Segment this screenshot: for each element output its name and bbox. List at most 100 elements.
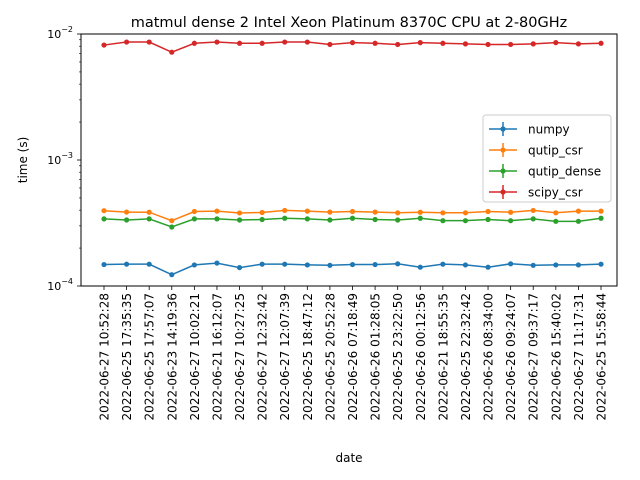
data-point-qutip_csr xyxy=(462,210,469,216)
data-point-scipy_csr xyxy=(236,40,243,46)
x-tick-label: 2022-06-27 12:07:39 xyxy=(278,293,292,420)
y-tick-label-exponent: −2 xyxy=(61,25,73,34)
data-point-qutip_csr xyxy=(169,218,175,224)
data-point-qutip_csr xyxy=(214,208,220,214)
data-point-scipy_csr xyxy=(191,40,197,46)
y-tick-label: 10−4 xyxy=(47,277,73,293)
data-point-scipy_csr xyxy=(553,40,559,46)
data-point-qutip_dense xyxy=(123,217,130,223)
x-tick-label: 2022-06-27 09:37:17 xyxy=(527,293,541,420)
data-point-scipy_csr xyxy=(372,40,378,46)
data-point-qutip_dense xyxy=(214,216,220,222)
x-tick-label: 2022-06-27 11:17:31 xyxy=(572,293,586,420)
legend-marker-qutip_csr xyxy=(500,147,506,153)
data-point-qutip_dense xyxy=(304,216,310,222)
data-point-qutip_dense xyxy=(417,215,423,221)
data-point-qutip_csr xyxy=(553,210,559,216)
data-point-qutip_dense xyxy=(575,218,582,224)
data-point-qutip_dense xyxy=(553,218,559,224)
data-point-numpy xyxy=(508,261,514,267)
data-point-numpy xyxy=(214,260,220,266)
data-point-numpy xyxy=(372,261,378,268)
data-point-qutip_csr xyxy=(349,208,356,215)
data-point-qutip_csr xyxy=(101,208,107,214)
data-point-numpy xyxy=(598,261,604,267)
data-point-scipy_csr xyxy=(530,41,536,47)
legend: numpy qutip_csr qutip_dense scipy_csr xyxy=(482,114,612,203)
data-point-qutip_csr xyxy=(485,208,491,215)
x-tick-label: 2022-06-25 22:32:42 xyxy=(459,293,473,420)
data-point-numpy xyxy=(236,264,243,271)
data-point-scipy_csr xyxy=(462,41,469,47)
data-point-scipy_csr xyxy=(327,41,333,48)
data-point-qutip_dense xyxy=(395,217,401,223)
data-point-qutip_dense xyxy=(259,216,265,223)
legend-label-qutip_dense: qutip_dense xyxy=(528,165,601,179)
x-axis: 2022-06-27 10:52:28 2022-06-25 17:35:35 20… xyxy=(98,286,609,420)
x-tick-label: 2022-06-25 15:58:44 xyxy=(595,293,609,420)
data-point-numpy xyxy=(440,261,446,267)
y-tick-label: 10−2 xyxy=(47,25,73,41)
data-point-qutip_dense xyxy=(169,224,175,230)
data-point-scipy_csr xyxy=(598,40,604,46)
x-axis-label: date xyxy=(335,451,362,465)
legend-box xyxy=(482,114,612,203)
y-tick-label-exponent: −3 xyxy=(61,151,73,160)
data-point-qutip_dense xyxy=(440,218,446,224)
x-tick-label: 2022-06-23 14:19:36 xyxy=(165,293,179,420)
data-point-qutip_dense xyxy=(146,216,152,222)
data-point-qutip_dense xyxy=(101,216,107,222)
x-tick-label: 2022-06-26 00:12:56 xyxy=(414,293,428,420)
data-point-numpy xyxy=(349,261,356,268)
x-tick-label: 2022-06-25 20:52:28 xyxy=(323,293,337,420)
data-point-qutip_csr xyxy=(395,210,401,216)
x-tick-label: 2022-06-26 01:28:05 xyxy=(369,293,383,420)
data-point-scipy_csr xyxy=(259,40,265,46)
data-point-qutip_csr xyxy=(259,209,265,216)
data-point-numpy xyxy=(169,272,175,278)
data-point-qutip_csr xyxy=(327,209,333,215)
data-point-scipy_csr xyxy=(575,41,582,47)
y-tick-label-base: 10 xyxy=(47,280,61,293)
data-point-qutip_csr xyxy=(417,209,423,215)
data-point-scipy_csr xyxy=(417,40,423,46)
data-point-qutip_csr xyxy=(146,209,152,215)
legend-marker-qutip_dense xyxy=(500,168,506,174)
legend-label-scipy_csr: scipy_csr xyxy=(528,186,583,200)
data-point-scipy_csr xyxy=(485,41,491,48)
data-point-numpy xyxy=(553,262,559,268)
data-point-qutip_csr xyxy=(508,209,514,215)
data-point-scipy_csr xyxy=(282,39,288,45)
data-point-numpy xyxy=(327,262,333,268)
data-point-scipy_csr xyxy=(440,40,446,46)
x-tick-label: 2022-06-26 07:18:49 xyxy=(346,293,360,420)
x-tick-label: 2022-06-25 18:47:12 xyxy=(301,293,315,420)
data-point-scipy_csr xyxy=(146,39,152,45)
data-point-qutip_dense xyxy=(191,216,197,222)
data-point-qutip_csr xyxy=(123,209,130,215)
data-point-qutip_dense xyxy=(485,216,491,223)
data-point-scipy_csr xyxy=(349,40,356,46)
data-point-numpy xyxy=(462,262,469,268)
data-point-qutip_dense xyxy=(236,217,243,223)
data-point-qutip_dense xyxy=(349,215,356,221)
data-point-numpy xyxy=(259,261,265,267)
x-tick-label: 2022-06-27 10:52:28 xyxy=(98,293,112,420)
legend-marker-numpy xyxy=(500,126,506,132)
data-point-qutip_csr xyxy=(530,207,536,214)
data-point-numpy xyxy=(530,262,536,268)
data-point-qutip_csr xyxy=(282,207,288,214)
data-point-scipy_csr xyxy=(101,42,107,48)
data-point-qutip_csr xyxy=(575,208,582,214)
chart-title: matmul dense 2 Intel Xeon Platinum 8370C… xyxy=(131,15,568,31)
data-point-qutip_dense xyxy=(530,216,536,222)
data-point-numpy xyxy=(101,261,107,268)
data-point-qutip_csr xyxy=(372,209,378,215)
y-axis-label: time (s) xyxy=(16,137,30,184)
legend-label-numpy: numpy xyxy=(528,123,570,137)
x-tick-label: 2022-06-27 10:27:25 xyxy=(233,293,247,420)
y-tick-label-exponent: −4 xyxy=(61,277,73,286)
data-point-scipy_csr xyxy=(169,49,175,55)
x-tick-label: 2022-06-25 17:35:35 xyxy=(120,293,134,420)
